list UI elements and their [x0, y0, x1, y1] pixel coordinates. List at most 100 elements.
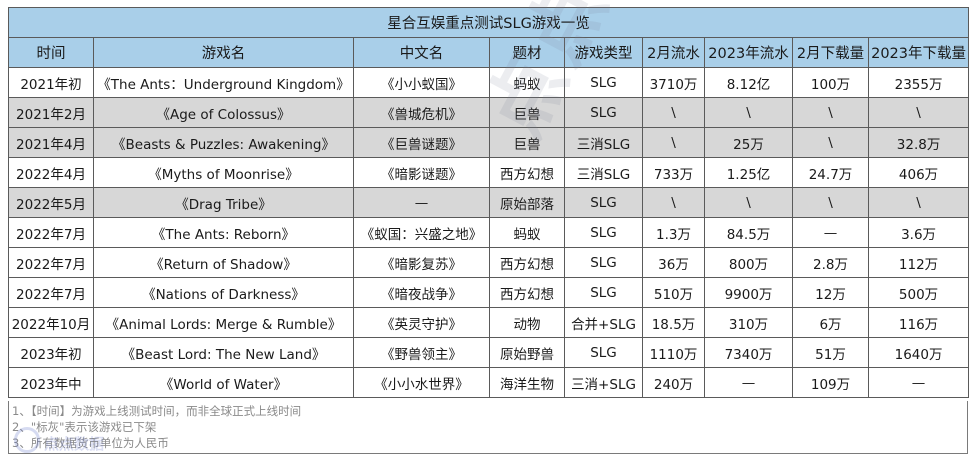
table-cell: 6万: [792, 307, 869, 338]
column-header: 2023年下载量: [867, 37, 970, 68]
table-cell: 《Myths of Moonrise》: [93, 157, 354, 188]
table-cell: 原始部落: [489, 187, 565, 218]
column-header: 题材: [489, 37, 565, 68]
table-cell: 100万: [792, 67, 869, 98]
column-header: 2月流水: [642, 37, 705, 68]
table-cell: \: [867, 187, 970, 218]
column-header: 2023年流水: [704, 37, 793, 68]
table-cell: 《Animal Lords: Merge & Rumble》: [93, 307, 354, 338]
column-header: 游戏名: [93, 37, 354, 68]
table-cell: 2022年7月: [8, 217, 94, 248]
table-row: 2023年中 《World of Water》 《小小水世界》 海洋生物 三消+SLG 2…: [8, 367, 970, 398]
table-cell: 《Beasts & Puzzles: Awakening》: [93, 127, 354, 158]
table-cell: 《野兽领主》: [353, 337, 490, 368]
table-title: 星合互娱重点测试SLG游戏一览: [7, 7, 970, 38]
column-header: 游戏类型: [564, 37, 643, 68]
table-row: 2022年4月 《Myths of Moonrise》 《暗影谜题》 西方幻想 三消SL…: [8, 157, 970, 188]
table-row: 2022年5月 《Drag Tribe》 — 原始部落 SLG \ \ \ \: [8, 187, 970, 218]
table-cell: SLG: [564, 337, 643, 368]
table-cell: 1110万: [642, 337, 705, 368]
table-cell: 三消SLG: [564, 127, 643, 158]
table-cell: 24.7万: [792, 157, 869, 188]
table-cell: 《Age of Colossus》: [93, 97, 354, 128]
table-cell: 西方幻想: [489, 157, 565, 188]
table-cell: 510万: [642, 277, 705, 308]
footnote-1: 1、【时间】为游戏上线测试时间，而非全球正式上线时间: [12, 404, 302, 418]
table-cell: 原始野兽: [489, 337, 565, 368]
table-cell: \: [642, 127, 705, 158]
table-cell: 116万: [867, 307, 970, 338]
table-cell: SLG: [564, 187, 643, 218]
table-cell: SLG: [564, 217, 643, 248]
table-cell: \: [704, 187, 793, 218]
footnote-3: 3、所有数据货币单位为人民币: [12, 436, 169, 450]
table-cell: 巨兽: [489, 127, 565, 158]
table-cell: 1.3万: [642, 217, 705, 248]
table-cell: 32.8万: [867, 127, 970, 158]
table-cell: 36万: [642, 247, 705, 278]
table-cell: 733万: [642, 157, 705, 188]
table-cell: 3.6万: [867, 217, 970, 248]
table-cell: 240万: [642, 367, 705, 398]
table-cell: 2355万: [867, 67, 970, 98]
table-cell: 《蚁国：兴盛之地》: [353, 217, 490, 248]
footnote-2: 2、"标灰"表示该游戏已下架: [12, 420, 157, 434]
table-cell: 海洋生物: [489, 367, 565, 398]
table-cell: 《暗影谜题》: [353, 157, 490, 188]
table-row: 2021年4月 《Beasts & Puzzles: Awakening》 《巨兽谜…: [8, 127, 970, 158]
table-cell: 2023年初: [8, 337, 94, 368]
table-cell: 406万: [867, 157, 970, 188]
table-cell: 84.5万: [704, 217, 793, 248]
table-cell: SLG: [564, 97, 643, 128]
table-cell: 2021年4月: [8, 127, 94, 158]
table-cell: 三消SLG: [564, 157, 643, 188]
table-cell: 2021年2月: [8, 97, 94, 128]
table-cell: \: [642, 97, 705, 128]
table-row: 2021年2月 《Age of Colossus》 《兽城危机》 巨兽 SLG \ \ \ \: [8, 97, 970, 128]
table-cell: 1640万: [867, 337, 970, 368]
table-cell: \: [792, 97, 869, 128]
table-cell: —: [867, 367, 970, 398]
table-cell: 西方幻想: [489, 247, 565, 278]
table-row: 2022年7月 《The Ants: Reborn》 《蚁国：兴盛之地》 蚂蚁 SLG 1…: [8, 217, 970, 248]
table-cell: 巨兽: [489, 97, 565, 128]
table-cell: 《Return of Shadow》: [93, 247, 354, 278]
watermark-logo-icon: [14, 427, 40, 453]
table-row: 2022年7月 《Return of Shadow》 《暗影复苏》 西方幻想 SLG 36…: [8, 247, 970, 278]
table-row: 2022年10月 《Animal Lords: Merge & Rumble》 《英…: [8, 307, 970, 338]
table-cell: 310万: [704, 307, 793, 338]
table-cell: —: [353, 187, 490, 218]
table-cell: 蚂蚁: [489, 217, 565, 248]
table-cell: 1.25亿: [704, 157, 793, 188]
table-row: 2022年7月 《Nations of Darkness》 《暗夜战争》 西方幻想 SL…: [8, 277, 970, 308]
table-cell: 2022年7月: [8, 247, 94, 278]
table-cell: 8.12亿: [704, 67, 793, 98]
table-cell: 《Beast Lord: The New Land》: [93, 337, 354, 368]
table-cell: 《The Ants: Reborn》: [93, 217, 354, 248]
table-cell: 51万: [792, 337, 869, 368]
table-cell: 2.8万: [792, 247, 869, 278]
table-row: 2023年初 《Beast Lord: The New Land》 《野兽领主》 原始…: [8, 337, 970, 368]
table-cell: 2023年中: [8, 367, 94, 398]
table-cell: 800万: [704, 247, 793, 278]
table-cell: 三消+SLG: [564, 367, 643, 398]
table-cell: —: [792, 217, 869, 248]
table-cell: 《The Ants：Underground Kingdom》: [93, 67, 354, 98]
table-cell: 2022年4月: [8, 157, 94, 188]
table-cell: 《兽城危机》: [353, 97, 490, 128]
table-cell: 《World of Water》: [93, 367, 354, 398]
table-cell: SLG: [564, 67, 643, 98]
header-row: 时间 游戏名 中文名 题材 游戏类型 2月流水 2023年流水 2月下载量 2023年下载量: [8, 37, 970, 68]
table-cell: 西方幻想: [489, 277, 565, 308]
table-cell: 2022年7月: [8, 277, 94, 308]
table-cell: \: [867, 97, 970, 128]
table-cell: \: [792, 127, 869, 158]
table-cell: —: [704, 367, 793, 398]
spreadsheet: 星合互娱重点测试SLG游戏一览 时间 游戏名 中文名 题材 游戏类型 2月流水 2023年流…: [7, 0, 970, 454]
table-cell: \: [704, 97, 793, 128]
column-header: 中文名: [353, 37, 490, 68]
footnotes: 1、【时间】为游戏上线测试时间，而非全球正式上线时间 2、"标灰"表示该游戏已下…: [8, 401, 968, 454]
table-cell: 2022年10月: [8, 307, 94, 338]
table-cell: 500万: [867, 277, 970, 308]
table-cell: SLG: [564, 277, 643, 308]
